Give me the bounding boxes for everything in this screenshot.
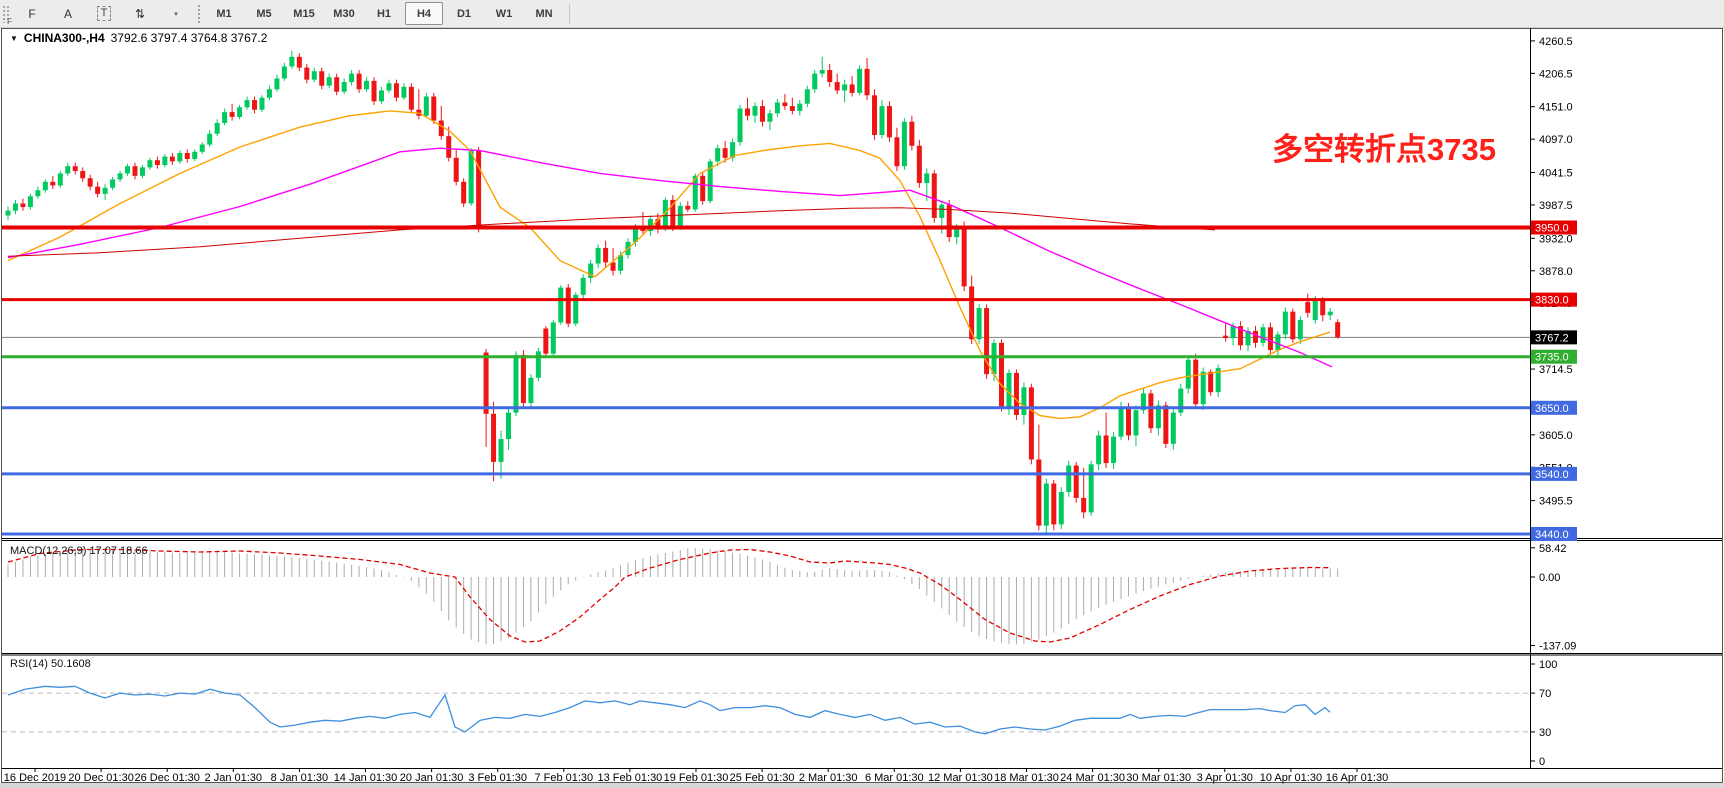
svg-text:3650.0: 3650.0 (1535, 403, 1569, 415)
svg-text:58.42: 58.42 (1539, 543, 1567, 555)
svg-text:3987.5: 3987.5 (1539, 200, 1573, 212)
svg-text:70: 70 (1539, 688, 1551, 700)
svg-text:30 Mar 01:30: 30 Mar 01:30 (1126, 772, 1191, 784)
timeframe-buttons-group: M1 M5 M15 M30 H1 H4 D1 W1 MN (204, 2, 564, 25)
cycles-tool-button[interactable]: ⇅ (123, 2, 157, 25)
svg-text:14 Jan 01:30: 14 Jan 01:30 (334, 772, 398, 784)
main-toolbar: F F A T ⇅ ▾ M1 M5 M15 M30 H1 H4 D1 W1 MN (0, 0, 1724, 28)
caret-down-icon: ▾ (174, 10, 178, 18)
arrows-icon: ⇅ (134, 6, 146, 21)
arrow-tool-button[interactable]: A (51, 2, 85, 25)
tf-button-w1[interactable]: W1 (495, 7, 513, 20)
window-bottom-edge (0, 783, 1724, 788)
tool-dropdown-button[interactable]: ▾ (159, 2, 193, 25)
svg-text:0: 0 (1539, 756, 1545, 768)
svg-text:0.00: 0.00 (1539, 572, 1560, 584)
tf-button-m30[interactable]: M30 (333, 7, 355, 20)
svg-text:6 Mar 01:30: 6 Mar 01:30 (865, 772, 924, 784)
svg-text:26 Dec 01:30: 26 Dec 01:30 (134, 772, 199, 784)
ma-slow-line (7, 207, 1216, 257)
svg-text:4260.5: 4260.5 (1539, 36, 1573, 48)
svg-text:3440.0: 3440.0 (1535, 529, 1569, 541)
svg-text:2 Mar 01:30: 2 Mar 01:30 (799, 772, 858, 784)
letter-icon: A (63, 6, 72, 21)
dashed-box-icon: T (96, 6, 112, 21)
text-tool-button[interactable]: T (87, 2, 121, 25)
svg-text:3605.0: 3605.0 (1539, 430, 1573, 442)
svg-text:2 Jan 01:30: 2 Jan 01:30 (205, 772, 263, 784)
svg-text:3714.5: 3714.5 (1539, 364, 1573, 376)
svg-text:4097.0: 4097.0 (1539, 134, 1573, 146)
ma-fast-line (7, 110, 1331, 420)
svg-text:24 Mar 01:30: 24 Mar 01:30 (1060, 772, 1125, 784)
tf-button-m5[interactable]: M5 (256, 7, 272, 20)
svg-text:3735.0: 3735.0 (1535, 352, 1569, 364)
tf-button-m15[interactable]: M15 (293, 7, 315, 20)
tf-button-h1[interactable]: H1 (376, 7, 392, 20)
svg-text:18 Mar 01:30: 18 Mar 01:30 (994, 772, 1059, 784)
svg-text:3878.0: 3878.0 (1539, 266, 1573, 278)
date-axis[interactable]: 16 Dec 2019 20 Dec 01:30 26 Dec 01:30 2 Jan… (4, 768, 1388, 784)
tf-button-h4[interactable]: H4 (405, 2, 443, 25)
svg-text:4041.5: 4041.5 (1539, 168, 1573, 180)
toolbar-separator (569, 3, 570, 24)
svg-text:3767.2: 3767.2 (1535, 332, 1569, 344)
tf-button-d1[interactable]: D1 (456, 7, 472, 20)
svg-text:8 Jan 01:30: 8 Jan 01:30 (271, 772, 329, 784)
svg-text:20 Dec 01:30: 20 Dec 01:30 (68, 772, 133, 784)
toolbar-drag-handle-icon[interactable]: F (2, 4, 12, 26)
svg-text:16 Apr 01:30: 16 Apr 01:30 (1326, 772, 1388, 784)
macd-histogram (7, 548, 1339, 645)
svg-text:25 Feb 01:30: 25 Feb 01:30 (730, 772, 795, 784)
svg-text:3495.5: 3495.5 (1539, 496, 1573, 508)
svg-text:3 Apr 01:30: 3 Apr 01:30 (1197, 772, 1253, 784)
svg-text:-137.09: -137.09 (1539, 641, 1576, 653)
svg-text:3830.0: 3830.0 (1535, 295, 1569, 307)
panel-borders (1, 28, 1723, 783)
svg-text:13 Feb 01:30: 13 Feb 01:30 (597, 772, 662, 784)
svg-text:12 Mar 01:30: 12 Mar 01:30 (928, 772, 993, 784)
toolbar-separator-handle[interactable] (197, 3, 201, 24)
svg-text:7 Feb 01:30: 7 Feb 01:30 (534, 772, 593, 784)
svg-text:16 Dec 2019: 16 Dec 2019 (4, 772, 66, 784)
svg-text:3932.0: 3932.0 (1539, 233, 1573, 245)
template-grid-button[interactable]: F (15, 2, 49, 25)
svg-text:3 Feb 01:30: 3 Feb 01:30 (468, 772, 527, 784)
chart-annotation-text[interactable]: 多空转折点3735 (1272, 132, 1496, 167)
drawing-tools-group: F A T ⇅ ▾ (14, 2, 194, 25)
rsi-line (7, 685, 1331, 735)
svg-text:100: 100 (1539, 659, 1557, 671)
svg-text:10 Apr 01:30: 10 Apr 01:30 (1260, 772, 1322, 784)
svg-text:20 Jan 01:30: 20 Jan 01:30 (400, 772, 464, 784)
tf-button-m1[interactable]: M1 (216, 7, 232, 20)
price-axis-badges: 3950.0 3830.0 3767.2 3735.0 3650.0 3540.0 3440… (1531, 220, 1577, 542)
macd-signal-line (7, 548, 1331, 643)
svg-text:3540.0: 3540.0 (1535, 469, 1569, 481)
svg-text:19 Feb 01:30: 19 Feb 01:30 (664, 772, 729, 784)
grid-icon: F (28, 6, 36, 21)
tf-button-mn[interactable]: MN (535, 7, 553, 20)
svg-text:3950.0: 3950.0 (1535, 223, 1569, 235)
svg-text:30: 30 (1539, 727, 1551, 739)
svg-text:4206.5: 4206.5 (1539, 68, 1573, 80)
svg-text:4151.0: 4151.0 (1539, 102, 1573, 114)
